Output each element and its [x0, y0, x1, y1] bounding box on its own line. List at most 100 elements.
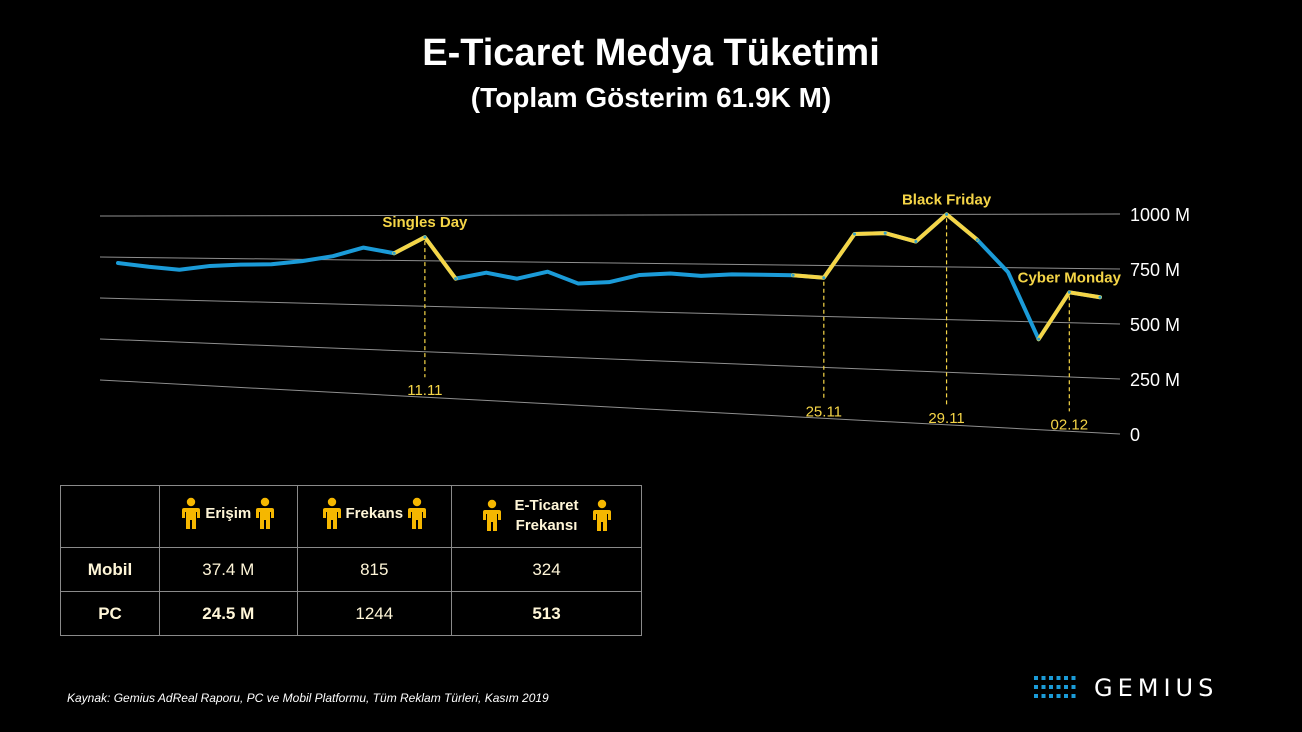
data-point	[208, 264, 212, 268]
data-point	[392, 251, 396, 255]
data-point	[975, 238, 979, 242]
y-tick-label: 250 M	[1130, 370, 1180, 390]
cell-mobile-ecommerce-frequency: 324	[451, 547, 642, 592]
data-point	[331, 254, 335, 258]
grid-line	[99, 297, 1121, 325]
header-label: E-Ticaret Frekansı	[514, 496, 579, 534]
data-point	[883, 231, 887, 235]
table-corner-cell	[60, 485, 160, 548]
person-icon	[592, 499, 612, 533]
logo-dot	[1034, 676, 1038, 680]
data-point	[576, 282, 580, 286]
highlight-segment	[791, 212, 980, 280]
data-point	[945, 212, 949, 216]
data-point	[1098, 295, 1102, 299]
logo-dot	[1056, 694, 1061, 698]
data-point	[423, 235, 427, 239]
logo-dot	[1049, 685, 1053, 689]
cell-pc-ecommerce-frequency: 513	[451, 591, 642, 636]
logo-text: GEMIUS	[1094, 674, 1219, 702]
grid-line	[99, 213, 1121, 217]
cell-pc-frequency: 1244	[296, 591, 453, 636]
person-icon	[322, 497, 342, 531]
data-point	[853, 232, 856, 236]
logo-dot	[1049, 676, 1053, 680]
data-point	[607, 280, 611, 284]
data-point	[484, 271, 488, 275]
table-header-ecommerce-frequency: E-Ticaret Frekansı	[451, 485, 642, 548]
logo-dot	[1064, 676, 1068, 680]
data-point	[791, 273, 795, 277]
logo-dot	[1041, 676, 1046, 680]
gemius-logo: GEMIUS	[1032, 673, 1218, 703]
data-point	[177, 268, 181, 272]
logo-dot	[1071, 676, 1076, 680]
logo-dot	[1034, 685, 1038, 689]
logo-dot	[1064, 694, 1068, 698]
person-icon	[482, 499, 502, 533]
event-label: Black Friday	[902, 191, 992, 208]
grid-line	[99, 256, 1121, 270]
logo-dot	[1064, 685, 1068, 689]
person-icon	[181, 497, 201, 531]
date-label: 02.12	[1051, 416, 1089, 433]
logo-dot	[1056, 676, 1061, 680]
data-point	[730, 272, 734, 276]
row-label-mobile: Mobil	[60, 547, 160, 592]
y-tick-label: 750 M	[1130, 260, 1180, 280]
table-header-row: Erişim Frekans E-Ticaret Frekansı	[60, 485, 642, 548]
data-point	[239, 263, 243, 267]
event-label: Singles Day	[382, 214, 468, 231]
page-title: E-Ticaret Medya Tüketimi	[422, 32, 880, 74]
logo-dot	[1071, 694, 1076, 698]
data-point	[300, 259, 304, 263]
cell-pc-reach: 24.5 M	[159, 591, 298, 636]
table-row: Mobil 37.4 M 815 324	[60, 547, 642, 592]
data-point	[1006, 270, 1010, 274]
header-label: Erişim	[205, 505, 252, 522]
series-line	[116, 212, 1102, 342]
logo-dots-icon	[1034, 676, 1076, 698]
data-point	[699, 274, 703, 278]
y-tick-label: 500 M	[1130, 315, 1180, 335]
logo-dot	[1034, 694, 1038, 698]
person-icon	[407, 497, 427, 531]
date-label: 29.11	[928, 410, 964, 427]
table-header-frequency: Frekans	[296, 485, 453, 548]
data-point	[1067, 290, 1071, 294]
source-note: Kaynak: Gemius AdReal Raporu, PC ve Mobi…	[67, 691, 549, 705]
row-label-pc: PC	[60, 591, 160, 636]
line-chart: 1000 M 750 M 500 M 250 M 0 11.11 Singles Day 29…	[99, 191, 1190, 445]
data-point	[1037, 337, 1041, 341]
person-icon	[255, 497, 275, 531]
data-point	[546, 270, 550, 274]
data-point	[454, 277, 458, 281]
data-point	[822, 276, 826, 280]
data-point	[638, 273, 642, 277]
y-tick-label: 1000 M	[1130, 205, 1190, 225]
data-point	[914, 240, 918, 244]
data-point	[760, 273, 764, 277]
page-subtitle: (Toplam Gösterim 61.9K M)	[470, 82, 832, 113]
date-label: 25.11	[806, 403, 842, 420]
grid-line	[99, 379, 1121, 435]
data-point	[668, 271, 672, 275]
data-point	[515, 277, 519, 281]
table-row: PC 24.5 M 1244 513	[60, 591, 642, 636]
data-point	[362, 246, 365, 250]
table-header-reach: Erişim	[159, 485, 298, 548]
logo-dot	[1071, 685, 1076, 689]
y-tick-label: 0	[1130, 425, 1140, 445]
stats-table: Erişim Frekans E-Ticaret Frekansı Mobil …	[60, 485, 642, 636]
logo-dot	[1041, 694, 1046, 698]
logo-dot	[1041, 685, 1046, 689]
event-label: Cyber Monday	[1018, 269, 1122, 286]
data-point	[269, 262, 273, 266]
logo-dot	[1049, 694, 1053, 698]
data-point	[147, 265, 151, 269]
logo-dot	[1056, 685, 1061, 689]
data-point	[116, 261, 120, 265]
date-label: 11.11	[407, 382, 442, 399]
cell-mobile-frequency: 815	[296, 547, 453, 592]
cell-mobile-reach: 37.4 M	[159, 547, 298, 592]
